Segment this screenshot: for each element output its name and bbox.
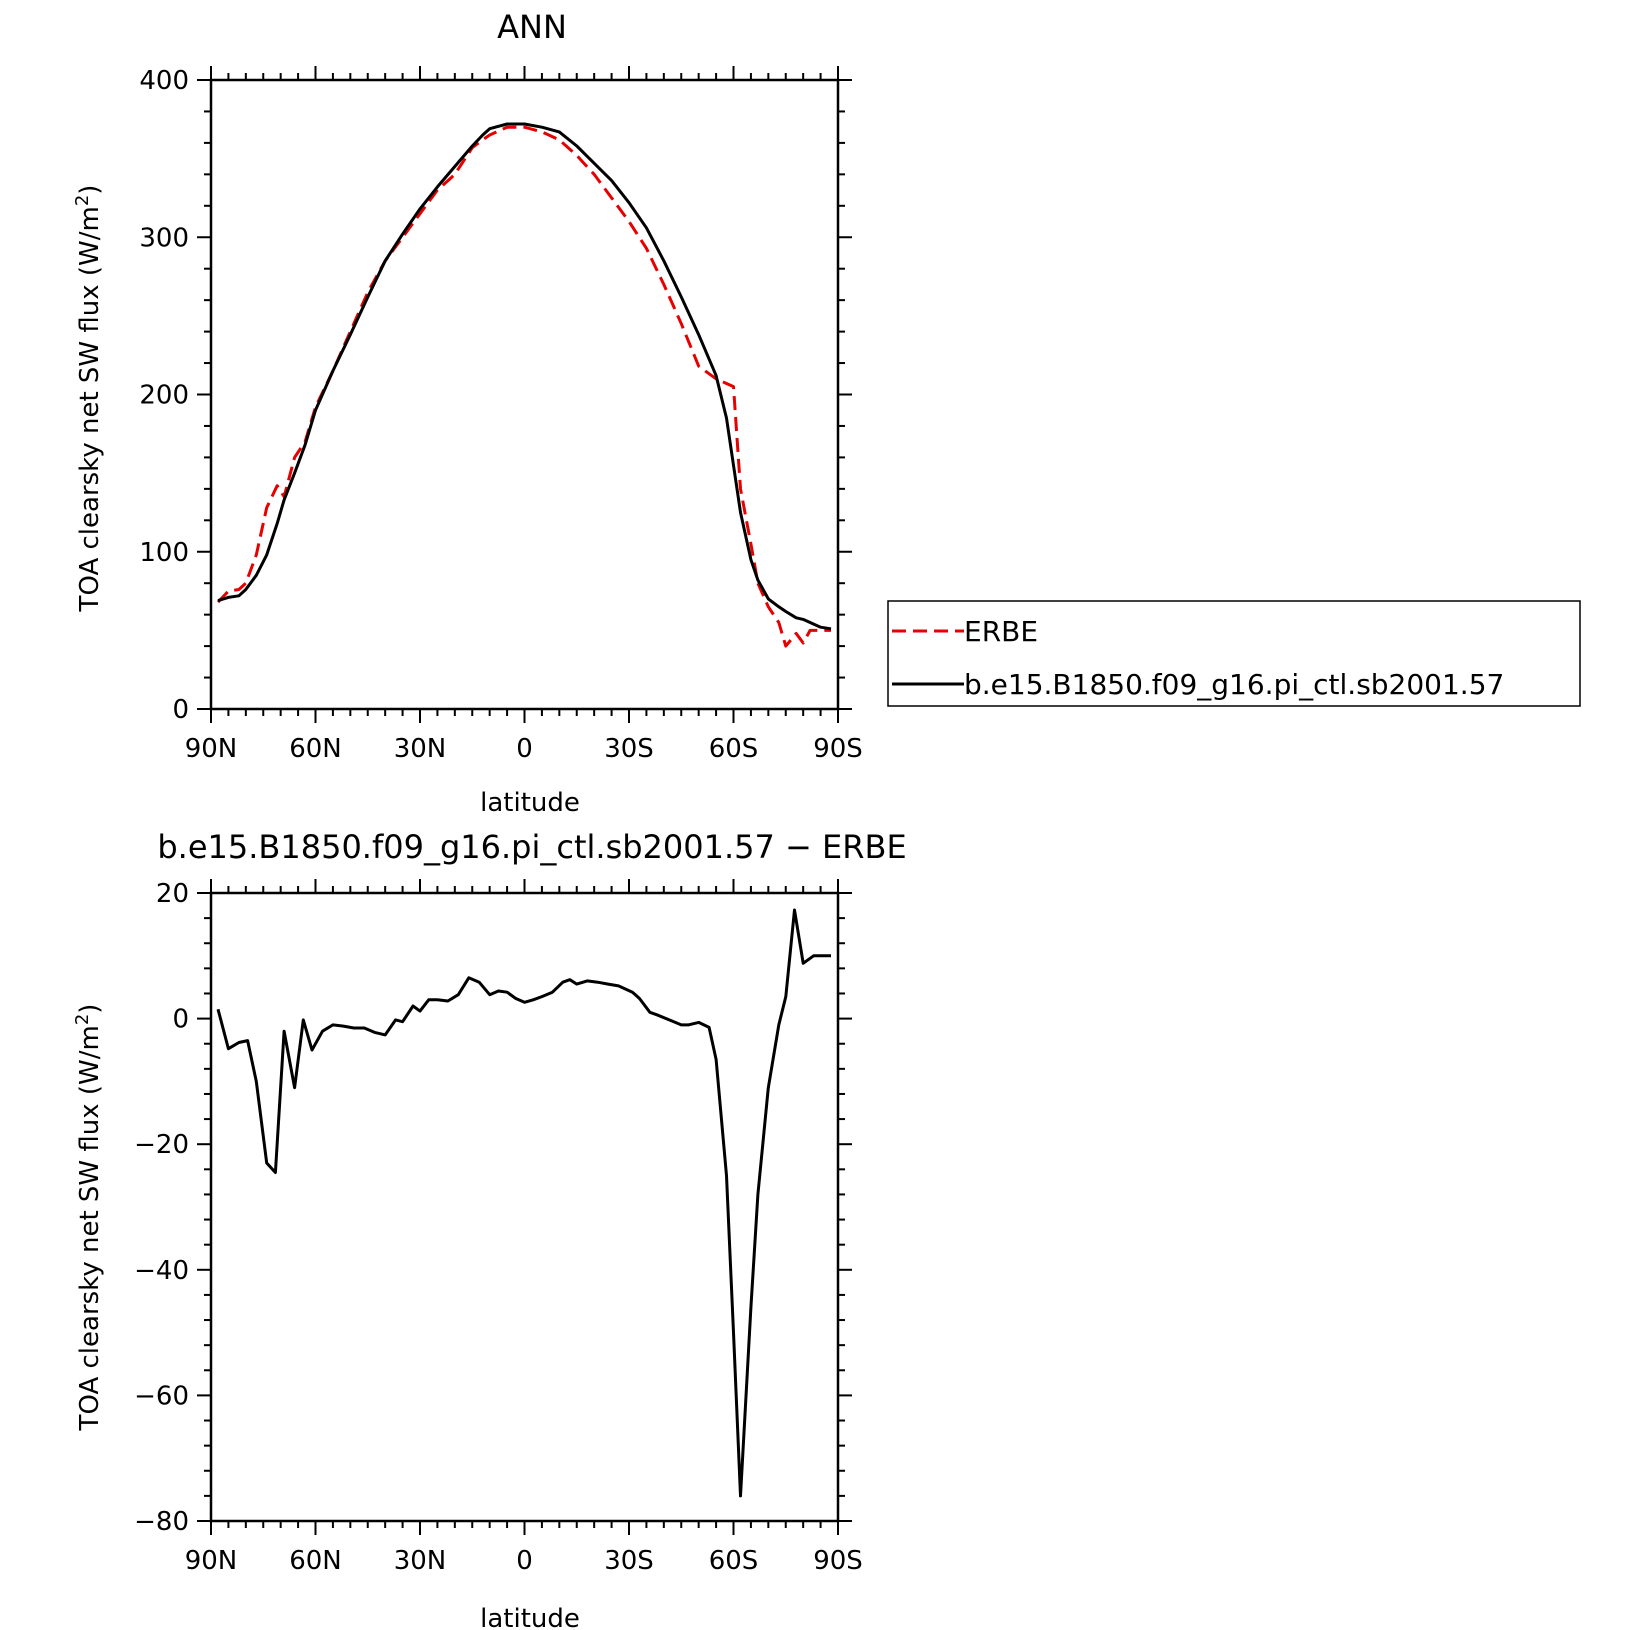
top-x-tick-label: 30N [394,734,447,764]
legend-model-label: b.e15.B1850.f09_g16.pi_ctl.sb2001.57 [964,668,1504,701]
top-x-tick-label: 90S [813,734,863,764]
top-y-tick-label: 300 [139,223,189,253]
top-chart-ylabel-sup: 2 [72,195,93,206]
bottom-y-tick-label: −20 [134,1130,189,1160]
top-chart-panel: ANN 90N 60N 30N 0 30S 60S 90S 0 100 200 300 400 lat… [72,8,1581,818]
top-x-tick-label: 60S [709,734,759,764]
bottom-series-difference-line [216,908,831,1498]
bottom-chart-title: b.e15.B1850.f09_g16.pi_ctl.sb2001.57 − E… [157,828,906,866]
top-y-tick-label: 400 [139,66,189,96]
top-x-tick-label: 30S [604,734,654,764]
bottom-y-tick-label: 20 [156,879,189,909]
bottom-chart-ylabel-close: ) [75,1004,105,1014]
top-series-erbe-line [216,125,831,648]
top-chart-frame [209,78,840,711]
top-chart-xlabel: latitude [480,788,580,818]
top-chart-ylabel-main: TOA clearsky net SW flux (W/m [75,206,105,612]
top-y-tick-label: 200 [139,381,189,411]
top-chart-axes: 90N 60N 30N 0 30S 60S 90S 0 100 200 300 400 [139,66,863,764]
bottom-x-tick-label: 30S [604,1546,654,1576]
top-y-tick-label: 100 [139,538,189,568]
bottom-y-tick-label: −80 [134,1507,189,1537]
top-chart-legend: ERBE b.e15.B1850.f09_g16.pi_ctl.sb2001.5… [887,600,1581,707]
bottom-chart-ylabel: TOA clearsky net SW flux (W/m2) [72,1004,105,1432]
top-y-tick-label: 0 [172,695,189,725]
top-chart-title: ANN [497,8,567,46]
bottom-chart-xlabel: latitude [480,1604,580,1630]
legend-box [887,600,1581,707]
bottom-y-tick-label: 0 [172,1005,189,1035]
bottom-chart-axes: 90N 60N 30N 0 30S 60S 90S −80 −60 −40 −20 0 20 [134,879,863,1576]
bottom-y-tick-label: −40 [134,1256,189,1286]
top-chart-ylabel: TOA clearsky net SW flux (W/m2) [72,185,105,613]
bottom-x-tick-label: 60S [709,1546,759,1576]
bottom-chart-ylabel-sup: 2 [72,1014,93,1025]
bottom-chart-series-layer [216,908,831,1498]
legend-erbe-label: ERBE [964,615,1038,648]
top-x-tick-label: 0 [516,734,533,764]
top-chart-series-layer [216,122,832,648]
bottom-x-tick-label: 90S [813,1546,863,1576]
top-series-b-e15-b1850-f09-g16-pi-ctl-sb2001-57-line [217,122,832,631]
bottom-x-tick-label: 0 [516,1546,533,1576]
bottom-x-tick-label: 90N [185,1546,238,1576]
top-x-tick-label: 90N [185,734,238,764]
top-chart-ylabel-close: ) [75,185,105,195]
bottom-chart-panel: b.e15.B1850.f09_g16.pi_ctl.sb2001.57 − E… [72,828,907,1630]
bottom-y-tick-label: −60 [134,1381,189,1411]
bottom-x-tick-label: 30N [394,1546,447,1576]
bottom-x-tick-label: 60N [289,1546,342,1576]
bottom-chart-ylabel-main: TOA clearsky net SW flux (W/m [75,1025,105,1431]
top-x-tick-label: 60N [289,734,342,764]
